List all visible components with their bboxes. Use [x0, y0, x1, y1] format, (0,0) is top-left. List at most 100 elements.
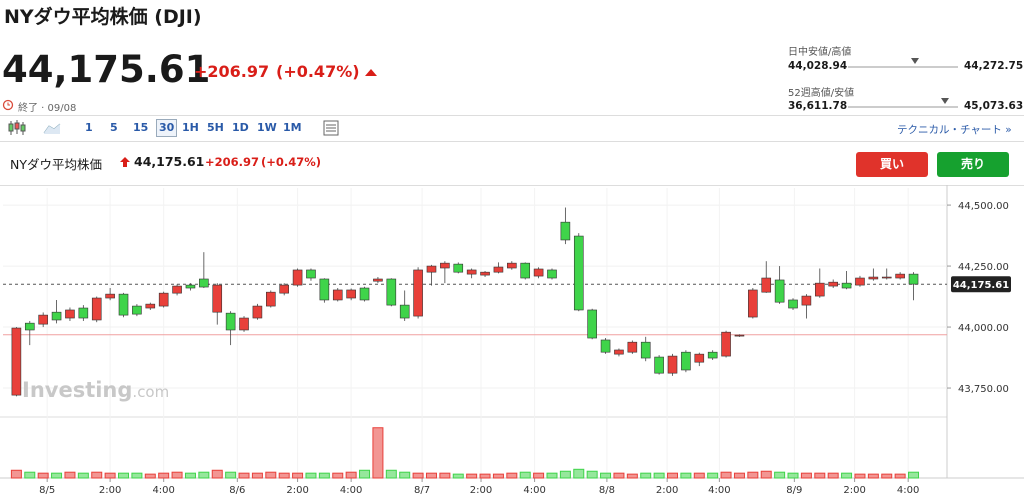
candle-body [145, 303, 156, 309]
volume-bar [814, 472, 826, 479]
candle-body [212, 284, 223, 313]
watermark-text: .com [132, 383, 169, 401]
last-price-label: 44,175.61 [953, 280, 1009, 291]
volume-bar [720, 471, 732, 479]
volume-bar [412, 472, 424, 479]
x-tick-label: 8/8 [599, 485, 615, 496]
x-tick-label: 4:00 [152, 485, 174, 496]
candle-body [266, 291, 276, 307]
candle-body [654, 356, 664, 374]
x-tick-label: 2:00 [470, 485, 492, 496]
y-tick-label: 44,000.00 [958, 323, 1009, 334]
clock-icon [2, 99, 14, 111]
volume-bar [640, 472, 652, 479]
x-tick-label: 2:00 [286, 485, 308, 496]
volume-bar [51, 472, 63, 479]
chart-type-icons[interactable] [8, 119, 78, 137]
range-label: 52週高値/安値 [788, 88, 855, 99]
volume-bar [211, 469, 223, 479]
buy-button[interactable]: 買い [856, 152, 928, 177]
volume-bar [827, 472, 839, 479]
candle-body [801, 295, 812, 306]
x-tick-label: 8/5 [39, 485, 55, 496]
volume-bar [77, 472, 89, 479]
candle-body [158, 292, 169, 307]
interval-button[interactable]: 5H [207, 121, 224, 134]
volume-bar [693, 472, 705, 479]
candle-body [734, 334, 745, 337]
candle-body [533, 268, 544, 277]
candle-body [895, 273, 905, 279]
volume-bar [492, 473, 504, 479]
candle-body [681, 351, 691, 371]
candle-body [721, 331, 731, 357]
volume-bar [653, 472, 665, 479]
candle-body [440, 262, 450, 269]
candle-body [707, 351, 718, 359]
candle-body [172, 285, 182, 294]
volume-bar [345, 471, 357, 479]
candle-body [373, 278, 383, 282]
candle-body [426, 265, 437, 273]
volume-bar [158, 472, 170, 479]
candle-body [399, 304, 410, 319]
candle-body [480, 271, 490, 276]
volume-bar [626, 473, 638, 479]
volume-bar [184, 472, 196, 479]
y-tick-label: 43,750.00 [958, 384, 1009, 395]
volume-bar [64, 471, 76, 479]
volume-bar [613, 472, 625, 479]
volume-bar [439, 472, 451, 479]
x-tick-label: 4:00 [340, 485, 362, 496]
candle-body [306, 269, 316, 279]
candle-body [600, 339, 611, 353]
y-tick-label: 44,500.00 [958, 201, 1009, 212]
candle-body [359, 287, 370, 301]
interval-button[interactable]: 5 [110, 121, 118, 134]
technical-link[interactable]: テクニカル・チャート » [897, 124, 1012, 136]
candle-body [332, 289, 343, 301]
settings-icon[interactable] [322, 119, 340, 137]
volume-bar [91, 471, 103, 479]
candle-body [828, 281, 838, 287]
candle-body [24, 322, 35, 331]
up-arrow [120, 157, 130, 167]
candle-body [614, 349, 624, 355]
chart-price: 44,175.61 [134, 154, 205, 169]
x-tick-label: 8/9 [786, 485, 802, 496]
volume-bar [841, 472, 853, 479]
range-bar [848, 66, 958, 68]
interval-button[interactable]: 1W [257, 121, 277, 134]
sell-button[interactable]: 売り [937, 152, 1009, 177]
interval-button[interactable]: 1D [232, 121, 249, 134]
volume-bar [452, 473, 464, 479]
volume-bar [238, 472, 250, 479]
interval-button[interactable]: 15 [133, 121, 149, 134]
x-tick-label: 2:00 [99, 485, 121, 496]
volume-bar [600, 472, 612, 479]
interval-button[interactable]: 1 [85, 121, 93, 134]
market-status: 終了 · 09/08 [18, 103, 77, 114]
interval-button[interactable]: 1H [182, 121, 199, 134]
candle-body [118, 293, 129, 316]
candle-body [413, 269, 423, 317]
candle-body [493, 266, 504, 273]
candle-body [239, 317, 249, 331]
volume-bar [546, 472, 558, 479]
y-tick-label: 44,250.00 [958, 262, 1009, 273]
candle-body [132, 305, 142, 315]
x-tick-label: 8/7 [414, 485, 430, 496]
volume-bar [131, 472, 143, 479]
candle-body [507, 262, 517, 269]
interval-button[interactable]: 30 [156, 119, 178, 137]
candle-body [560, 221, 571, 241]
range-marker [941, 98, 949, 104]
candle-body [292, 269, 303, 286]
volume-bar [251, 472, 263, 479]
candle-body [466, 269, 477, 275]
range-low: 36,611.78 [788, 100, 848, 112]
range-bar [848, 106, 958, 108]
range-marker [911, 58, 919, 64]
interval-button[interactable]: 1M [283, 121, 302, 134]
volume-bar [774, 471, 786, 479]
